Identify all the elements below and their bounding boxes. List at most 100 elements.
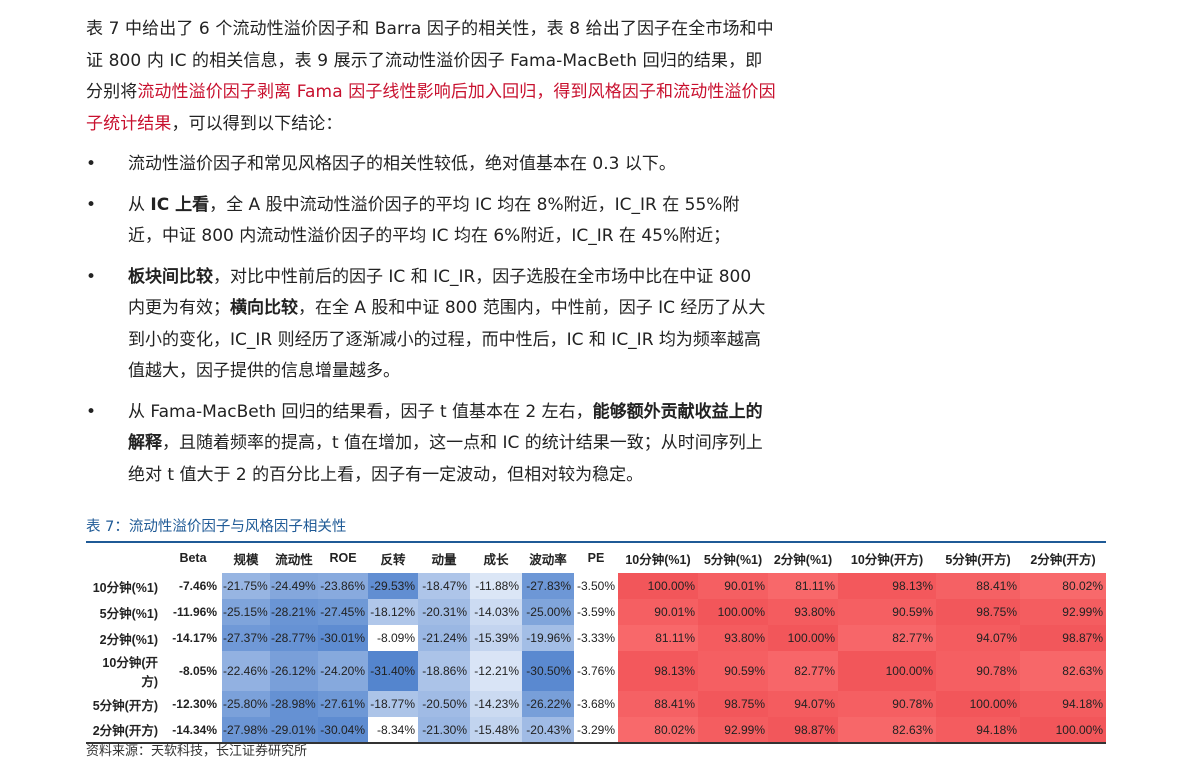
table-cell: -3.76% bbox=[576, 664, 615, 678]
table-cell: -27.37% bbox=[222, 625, 270, 651]
table-cell: 100.00% bbox=[768, 625, 838, 651]
table-cell: 98.13% bbox=[838, 573, 936, 599]
intro-paragraph: 表 7 中给出了 6 个流动性溢价因子和 Barra 因子的相关性，表 8 给出… bbox=[86, 14, 776, 140]
table-cell: -3.33% bbox=[576, 631, 615, 645]
bold-phrase: 横向比较 bbox=[230, 298, 298, 318]
table-row: 2分钟(开方) -14.34% -27.98% -29.01% -30.04% -8.34… bbox=[86, 717, 1106, 743]
table-cell: 94.07% bbox=[768, 691, 838, 717]
table-cell: -25.15% bbox=[222, 599, 270, 625]
row-label: 2分钟(开方) bbox=[92, 724, 158, 738]
table-cell: -23.86% bbox=[318, 573, 368, 599]
table-cell: -20.43% bbox=[522, 717, 574, 743]
table-cell: -29.53% bbox=[368, 573, 418, 599]
table-cell: 100.00% bbox=[618, 573, 698, 599]
table-cell: -7.46% bbox=[178, 579, 217, 593]
table-cell: -25.00% bbox=[522, 599, 574, 625]
table-cell: 100.00% bbox=[698, 599, 768, 625]
table-row: 10分钟(开方) -8.05% -22.46% -26.12% -24.20% -31.4… bbox=[86, 651, 1106, 691]
table-header-row: Beta 规模 流动性 ROE 反转 动量 成长 波动率 PE 10分钟(%1) 5分钟(%1) 2分… bbox=[86, 542, 1106, 573]
bullet-4: • 从 Fama-MacBeth 回归的结果看，因子 t 值基本在 2 左右，能… bbox=[86, 397, 776, 492]
table-cell: -26.22% bbox=[522, 691, 574, 717]
column-header: 流动性 bbox=[275, 552, 313, 567]
column-header: 波动率 bbox=[529, 552, 567, 567]
table-cell: 92.99% bbox=[1020, 599, 1106, 625]
table-cell: 93.80% bbox=[698, 625, 768, 651]
table-cell: -8.09% bbox=[368, 625, 418, 651]
table-cell: -21.75% bbox=[222, 573, 270, 599]
table-cell: -18.47% bbox=[418, 573, 470, 599]
intro-text-2: ，可以得到以下结论： bbox=[171, 113, 343, 134]
table-cell: 80.02% bbox=[618, 717, 698, 743]
table-cell: -20.50% bbox=[418, 691, 470, 717]
table-cell: -20.31% bbox=[418, 599, 470, 625]
bullet-1: • 流动性溢价因子和常见风格因子的相关性较低，绝对值基本在 0.3 以下。 bbox=[86, 149, 776, 181]
table-cell: -19.96% bbox=[522, 625, 574, 651]
table-cell: 90.01% bbox=[698, 573, 768, 599]
table-cell: -3.59% bbox=[576, 605, 615, 619]
table-cell: -3.68% bbox=[576, 697, 615, 711]
table-cell: -12.21% bbox=[470, 651, 522, 691]
column-header: 2分钟(%1) bbox=[773, 552, 833, 567]
bullet-dot: • bbox=[86, 194, 97, 215]
table-cell: -28.21% bbox=[270, 599, 318, 625]
table-cell: -24.49% bbox=[270, 573, 318, 599]
table-cell: 94.07% bbox=[936, 625, 1020, 651]
table-cell: -27.61% bbox=[318, 691, 368, 717]
table-cell: -3.50% bbox=[576, 579, 615, 593]
row-label: 10分钟(%1) bbox=[92, 580, 158, 595]
table-cell: 82.77% bbox=[768, 651, 838, 691]
table-cell: 82.77% bbox=[838, 625, 936, 651]
bullet-2: • 从 IC 上看，全 A 股中流动性溢价因子的平均 IC 均在 8%附近，IC… bbox=[86, 190, 776, 253]
table-cell: -26.12% bbox=[270, 651, 318, 691]
bullet-text: 流动性溢价因子和常见风格因子的相关性较低，绝对值基本在 0.3 以下。 bbox=[128, 154, 676, 174]
report-body: 表 7 中给出了 6 个流动性溢价因子和 Barra 因子的相关性，表 8 给出… bbox=[86, 14, 776, 491]
table-cell: 90.01% bbox=[618, 599, 698, 625]
table-cell: 80.02% bbox=[1020, 573, 1106, 599]
bold-phrase: IC 上看 bbox=[150, 194, 210, 215]
table-cell: 98.13% bbox=[618, 651, 698, 691]
table-cell: -28.98% bbox=[270, 691, 318, 717]
table-cell: 94.18% bbox=[936, 717, 1020, 743]
table-cell: -22.46% bbox=[222, 651, 270, 691]
table-cell: -15.48% bbox=[470, 717, 522, 743]
table-cell: -30.04% bbox=[318, 717, 368, 743]
table-cell: -28.77% bbox=[270, 625, 318, 651]
table-cell: 88.41% bbox=[618, 691, 698, 717]
table-cell: 98.87% bbox=[1020, 625, 1106, 651]
table-cell: -14.03% bbox=[470, 599, 522, 625]
table-cell: 90.59% bbox=[698, 651, 768, 691]
table-cell: -25.80% bbox=[222, 691, 270, 717]
table-row: 10分钟(%1) -7.46% -21.75% -24.49% -23.86% -29.5… bbox=[86, 573, 1106, 599]
table-caption: 表 7：流动性溢价因子与风格因子相关性 bbox=[86, 519, 347, 535]
table-body: 10分钟(%1) -7.46% -21.75% -24.49% -23.86% -29.5… bbox=[86, 573, 1106, 743]
bold-phrase: 能够额外贡献收益上的解释 bbox=[128, 401, 763, 454]
table-cell: -18.12% bbox=[368, 599, 418, 625]
column-header: 10分钟(%1) bbox=[625, 552, 691, 567]
table-cell: -14.23% bbox=[470, 691, 522, 717]
table-cell: -24.20% bbox=[318, 651, 368, 691]
bullet-3: • 板块间比较，对比中性前后的因子 IC 和 IC_IR，因子选股在全市场中比在… bbox=[86, 262, 776, 388]
table-cell: -8.05% bbox=[178, 664, 217, 678]
table-cell: 88.41% bbox=[936, 573, 1020, 599]
table-cell: -21.30% bbox=[418, 717, 470, 743]
column-header: 动量 bbox=[431, 552, 457, 567]
intro-highlight: 流动性溢价因子剥离 Fama 因子线性影响后加入回归，得到风格因子和流动性溢价因… bbox=[86, 82, 776, 134]
table-cell: 81.11% bbox=[618, 625, 698, 651]
table-cell: -31.40% bbox=[368, 651, 418, 691]
row-label: 5分钟(开方) bbox=[92, 698, 158, 713]
table-cell: 100.00% bbox=[838, 651, 936, 691]
bold-phrase: 板块间比较 bbox=[128, 266, 213, 287]
table-cell: 90.78% bbox=[936, 651, 1020, 691]
table-cell: 92.99% bbox=[698, 717, 768, 743]
column-header: 5分钟(%1) bbox=[703, 552, 763, 567]
source-note: 资料来源：天软科技，长江证券研究所 bbox=[86, 744, 308, 759]
table-cell: 94.18% bbox=[1020, 691, 1106, 717]
table-cell: -12.30% bbox=[172, 697, 217, 711]
table-cell: -27.98% bbox=[222, 717, 270, 743]
table-cell: 98.75% bbox=[936, 599, 1020, 625]
table-cell: -30.01% bbox=[318, 625, 368, 651]
column-header: 规模 bbox=[233, 552, 259, 567]
table-cell: -15.39% bbox=[470, 625, 522, 651]
row-label: 10分钟(开方) bbox=[102, 656, 158, 689]
column-header: Beta bbox=[179, 551, 207, 565]
